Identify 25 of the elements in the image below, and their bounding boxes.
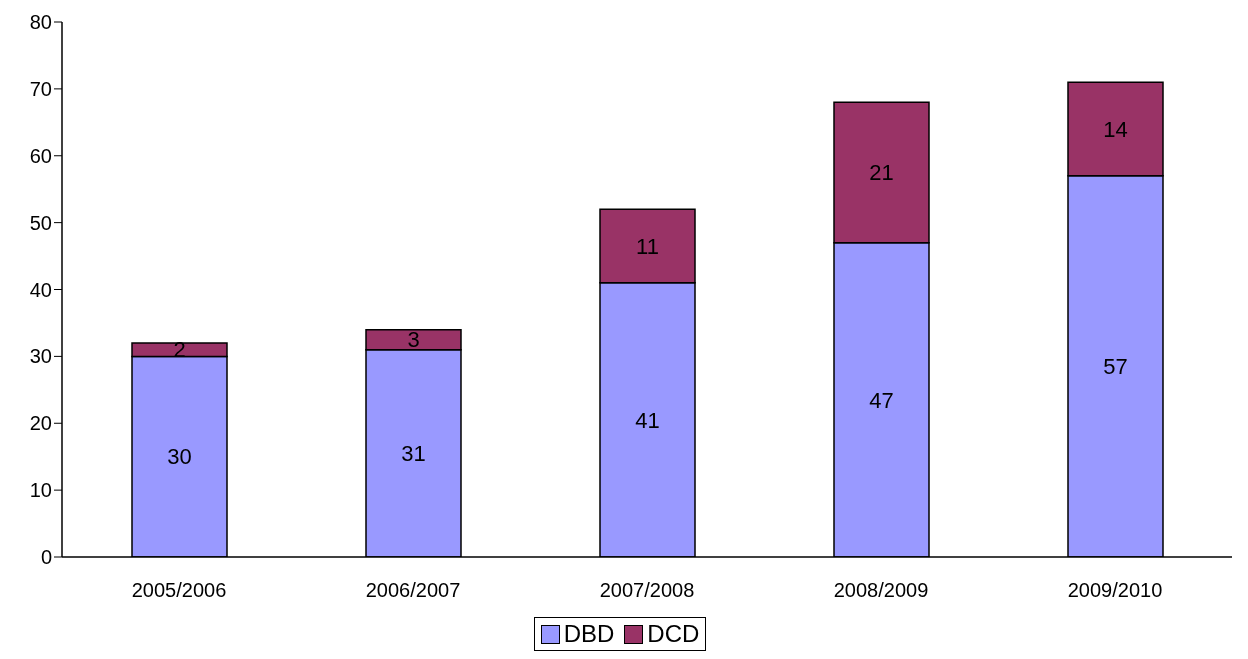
data-label: 41 — [635, 407, 660, 433]
x-tick-label: 2005/2006 — [131, 579, 227, 602]
legend-label: DBD — [562, 620, 615, 648]
x-tick-label: 2009/2010 — [1067, 579, 1163, 602]
y-tick-label: 60 — [29, 144, 52, 167]
data-label: 14 — [1103, 116, 1128, 142]
data-label: 57 — [1103, 354, 1128, 380]
y-tick-label: 10 — [29, 479, 52, 502]
data-label: 31 — [401, 441, 426, 467]
y-tick-label: 20 — [29, 412, 52, 435]
legend-label: DCD — [646, 620, 700, 648]
data-label: 30 — [167, 444, 192, 470]
x-tick-label: 2007/2008 — [599, 579, 695, 602]
data-label: 11 — [636, 233, 659, 259]
y-tick-label: 30 — [29, 345, 52, 368]
y-tick-label: 70 — [29, 77, 52, 100]
x-tick-label: 2006/2007 — [365, 579, 461, 602]
data-label: 3 — [407, 327, 420, 353]
y-tick-label: 80 — [29, 11, 52, 34]
data-label: 21 — [869, 160, 894, 186]
x-tick-label: 2008/2009 — [833, 579, 929, 602]
y-tick-label: 40 — [29, 278, 52, 301]
y-tick-label: 0 — [40, 546, 52, 569]
y-tick-label: 50 — [29, 211, 52, 234]
data-label: 47 — [869, 387, 894, 413]
